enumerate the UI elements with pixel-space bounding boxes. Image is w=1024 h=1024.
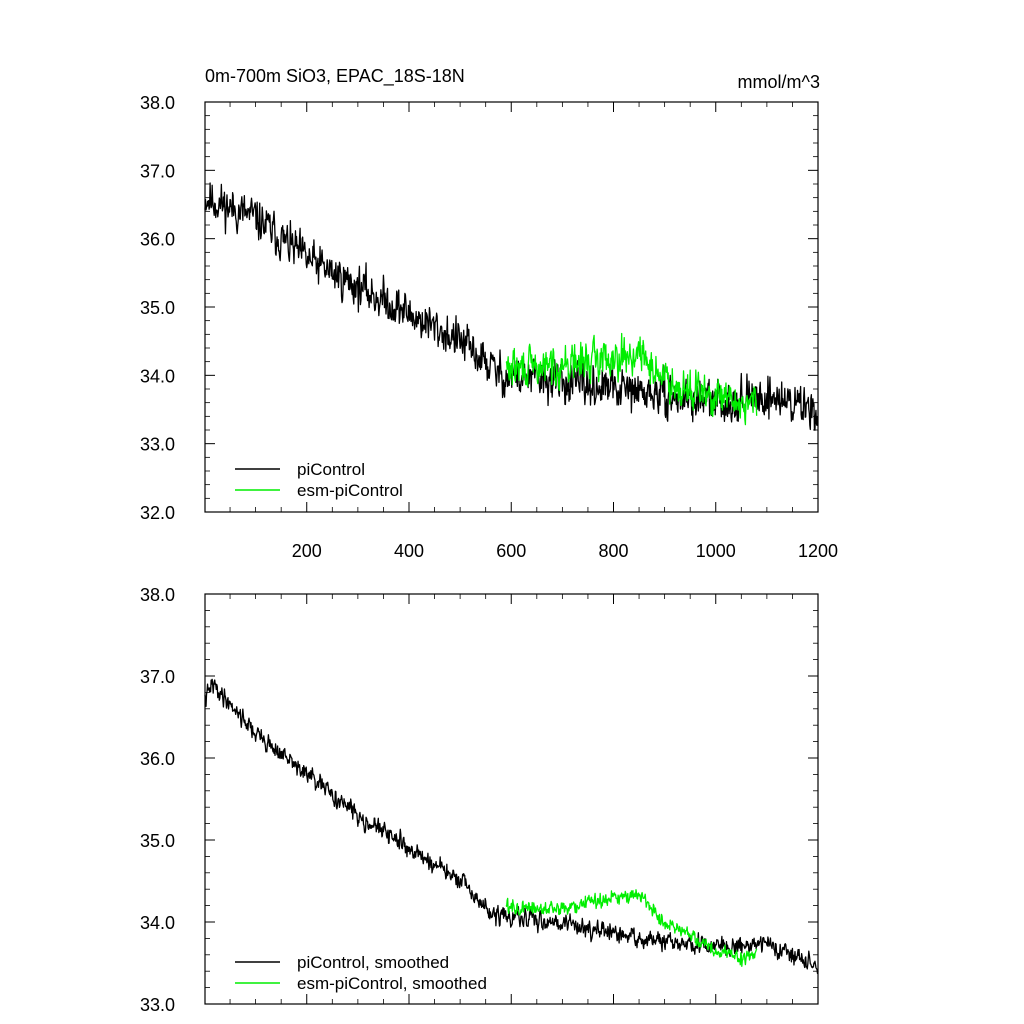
bottom-panel: 33.0 34.0 35.0 36.0 37.0 38.0 piControl, smoo…: [140, 585, 819, 1015]
top-series-layer: [204, 182, 819, 431]
top-y-tick-label: 36.0: [140, 230, 175, 250]
top-x-tick-label: 1200: [798, 541, 838, 561]
top-legend-label-picontrol: piControl: [297, 460, 365, 479]
units-label: mmol/m^3: [738, 72, 820, 92]
top-legend: piControl esm-piControl: [235, 460, 403, 500]
bottom-series-layer: [204, 678, 819, 975]
top-x-tick-label: 400: [394, 541, 424, 561]
bottom-tick-layer: [205, 593, 819, 1005]
top-panel: 0m-700m SiO3, EPAC_18S-18N mmol/m^3 32.0…: [140, 66, 838, 561]
top-legend-label-esm-picontrol: esm-piControl: [297, 481, 403, 500]
top-x-tick-label: 1000: [696, 541, 736, 561]
top-y-tick-label: 35.0: [140, 298, 175, 318]
bottom-y-tick-label: 37.0: [140, 667, 175, 687]
bottom-y-tick-label: 38.0: [140, 585, 175, 605]
bottom-y-tick-labels: 33.0 34.0 35.0 36.0 37.0 38.0: [140, 585, 175, 1015]
top-x-tick-label: 600: [496, 541, 526, 561]
bottom-legend-label-esm-picontrol-smoothed: esm-piControl, smoothed: [297, 974, 487, 993]
top-y-tick-label: 34.0: [140, 366, 175, 386]
bottom-series-picontrol-smoothed: [204, 678, 819, 975]
top-tick-layer: [205, 101, 819, 513]
top-y-tick-label: 38.0: [140, 93, 175, 113]
top-x-tick-label: 200: [292, 541, 322, 561]
bottom-y-tick-label: 34.0: [140, 913, 175, 933]
bottom-legend: piControl, smoothed esm-piControl, smoot…: [235, 953, 487, 993]
top-x-tick-label: 800: [598, 541, 628, 561]
bottom-legend-label-picontrol-smoothed: piControl, smoothed: [297, 953, 449, 972]
top-y-tick-label: 37.0: [140, 161, 175, 181]
top-x-tick-labels: 200 400 600 800 1000 1200: [292, 541, 838, 561]
top-y-tick-labels: 32.0 33.0 34.0 35.0 36.0 37.0 38.0: [140, 93, 175, 523]
bottom-y-tick-label: 33.0: [140, 995, 175, 1015]
top-y-tick-label: 33.0: [140, 435, 175, 455]
chart-title: 0m-700m SiO3, EPAC_18S-18N: [205, 66, 465, 87]
top-y-tick-label: 32.0: [140, 503, 175, 523]
bottom-y-tick-label: 35.0: [140, 831, 175, 851]
bottom-y-tick-label: 36.0: [140, 749, 175, 769]
top-series-esm-picontrol: [505, 332, 758, 426]
bottom-series-esm-picontrol-smoothed: [505, 889, 758, 967]
